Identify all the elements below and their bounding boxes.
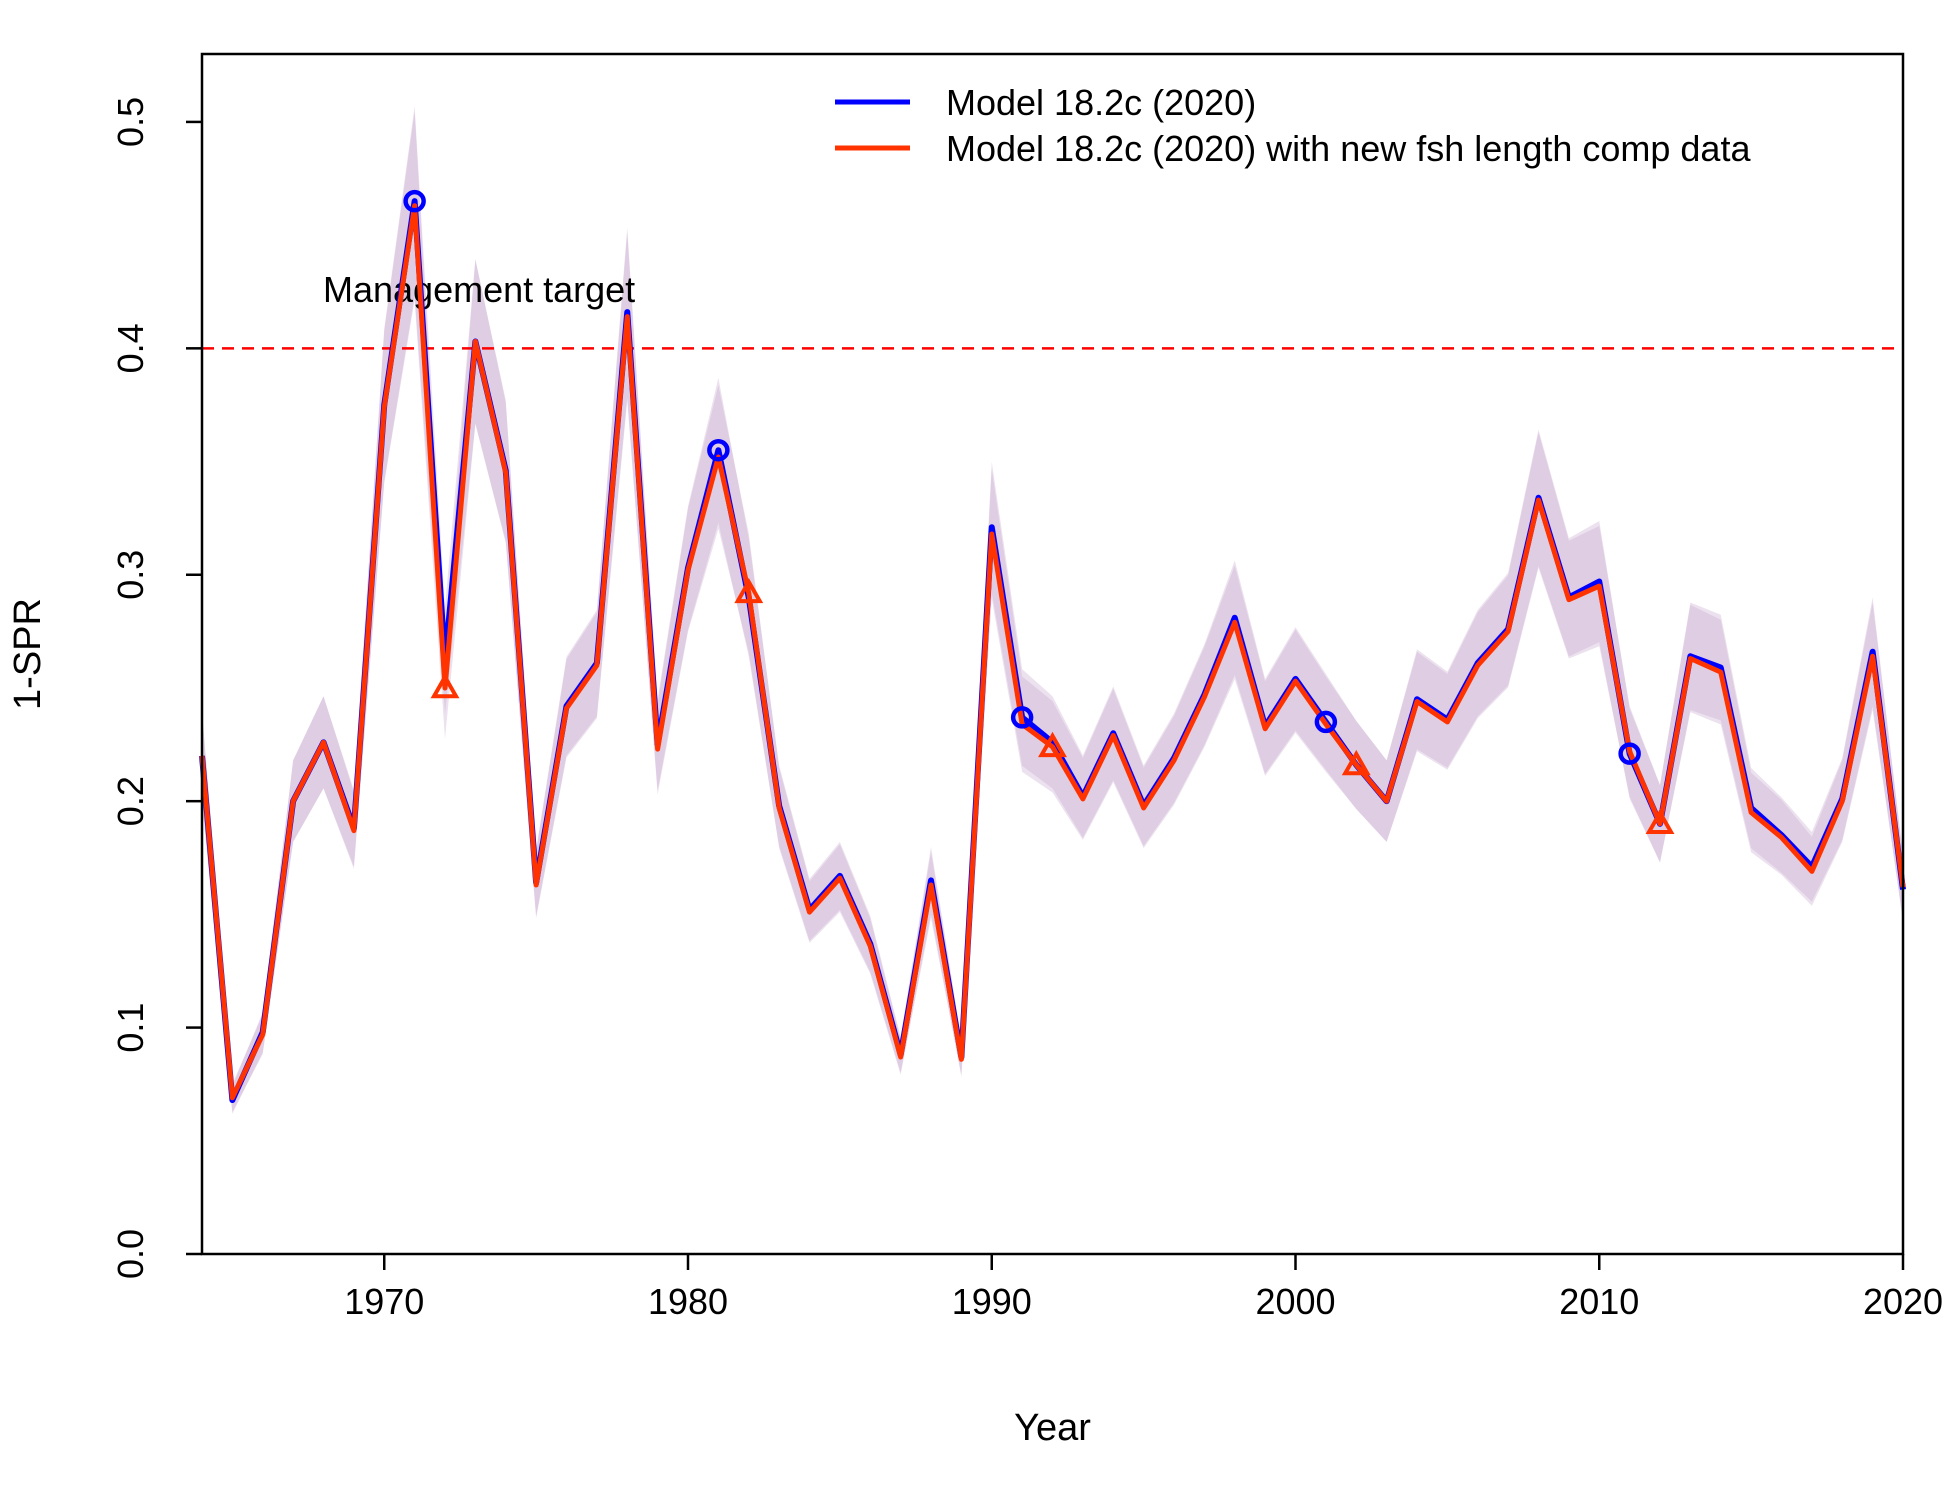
x-tick-label: 1970 [344,1281,424,1322]
y-tick-label: 0.4 [110,323,151,373]
legend-label-series-1: Model 18.2c (2020) [946,82,1256,123]
series-1-circle-marker [1314,710,1338,734]
x-tick-label: 1990 [952,1281,1032,1322]
series-2-triangle-marker [1341,749,1371,776]
confidence-bands [202,106,1903,1114]
series-1-circle-marker [1010,706,1034,729]
confidence-band-series-2 [202,111,1903,1112]
x-axis-label: Year [1014,1407,1091,1449]
series-2-triangle-marker [1645,808,1675,835]
series-1-circle-marker [707,438,730,462]
series-line-2 [199,203,1906,1101]
legend-label-series-2: Model 18.2c (2020) with new fsh length c… [946,128,1751,169]
management-target-label: Management target [323,269,635,310]
confidence-band-series-1 [202,106,1903,1114]
reference-layer: Management target [202,269,1903,350]
x-tick-label: 2000 [1255,1281,1335,1322]
x-axis: 1970 1980 1990 2000 2010 2020 [344,1254,1943,1322]
series-2-triangle-marker [734,577,764,604]
y-tick-label: 0.3 [110,550,151,600]
series-2-triangle-marker [430,672,460,699]
legend: Model 18.2c (2020) Model 18.2c (2020) wi… [835,82,1751,169]
y-tick-label: 0.0 [110,1229,151,1279]
x-tick-label: 1980 [648,1281,728,1322]
y-axis-label: 1-SPR [7,598,49,710]
y-tick-label: 0.2 [110,776,151,826]
series-1-circle-marker [1618,742,1641,765]
series-markers [403,189,1675,835]
y-tick-label: 0.1 [110,1003,151,1053]
plot-frame [200,52,1905,1256]
x-tick-label: 2020 [1863,1281,1943,1322]
series-2-triangle-marker [1038,731,1067,758]
y-axis: 0.0 0.1 0.2 0.3 0.4 0.5 [110,97,202,1279]
series-lines [199,198,1906,1104]
x-tick-label: 2010 [1559,1281,1639,1322]
series-1-circle-marker [403,189,426,213]
series-line-1 [199,198,1906,1104]
y-tick-label: 0.5 [110,97,151,147]
